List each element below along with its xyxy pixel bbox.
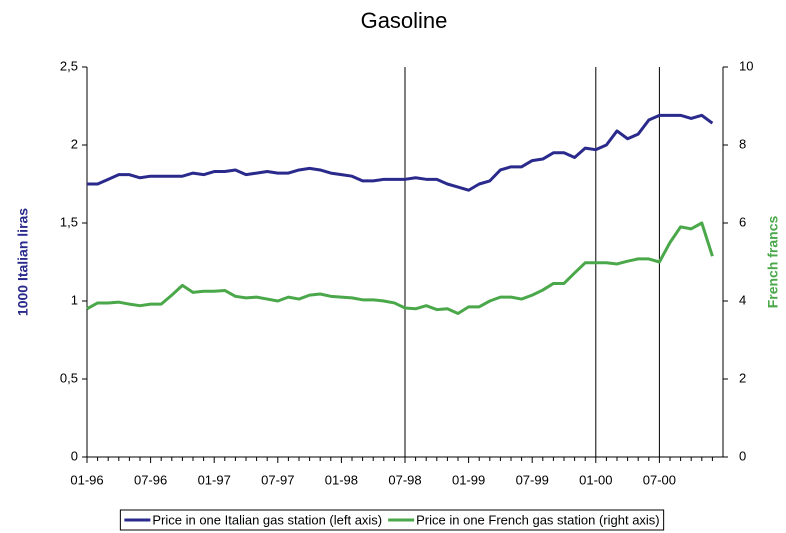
- y2-tick-label: 6: [739, 214, 746, 229]
- x-tick-label: 07-00: [643, 472, 676, 487]
- x-tick-label: 01-00: [579, 472, 612, 487]
- x-tick-label: 01-98: [325, 472, 358, 487]
- y-tick-label: 2,5: [60, 58, 78, 73]
- y-axis-title: 1000 Italian liras: [15, 208, 31, 316]
- legend-label: Price in one French gas station (right a…: [416, 512, 660, 527]
- y-tick-label: 1: [71, 292, 78, 307]
- x-tick-label: 07-98: [388, 472, 421, 487]
- y2-tick-label: 2: [739, 370, 746, 385]
- y2-tick-label: 4: [739, 292, 746, 307]
- chart-title: Gasoline: [361, 8, 448, 33]
- x-tick-label: 01-97: [198, 472, 231, 487]
- y2-axis-title: French francs: [765, 215, 781, 308]
- y2-tick-label: 8: [739, 136, 746, 151]
- x-tick-label: 01-96: [70, 472, 103, 487]
- x-tick-label: 07-96: [134, 472, 167, 487]
- x-tick-label: 07-99: [516, 472, 549, 487]
- data-line: [86, 221, 714, 315]
- data-line: [87, 113, 714, 192]
- x-tick-label: 07-97: [261, 472, 294, 487]
- x-tick-label: 01-99: [452, 472, 485, 487]
- legend-box: [119, 509, 665, 531]
- y-tick-label: 2: [71, 136, 78, 151]
- y-tick-label: 0,5: [60, 370, 78, 385]
- legend-label: Price in one Italian gas station (left a…: [152, 512, 382, 527]
- y2-tick-label: 0: [739, 448, 746, 463]
- y2-tick-label: 10: [739, 58, 753, 73]
- y-tick-label: 1,5: [60, 214, 78, 229]
- y-tick-label: 0: [71, 448, 78, 463]
